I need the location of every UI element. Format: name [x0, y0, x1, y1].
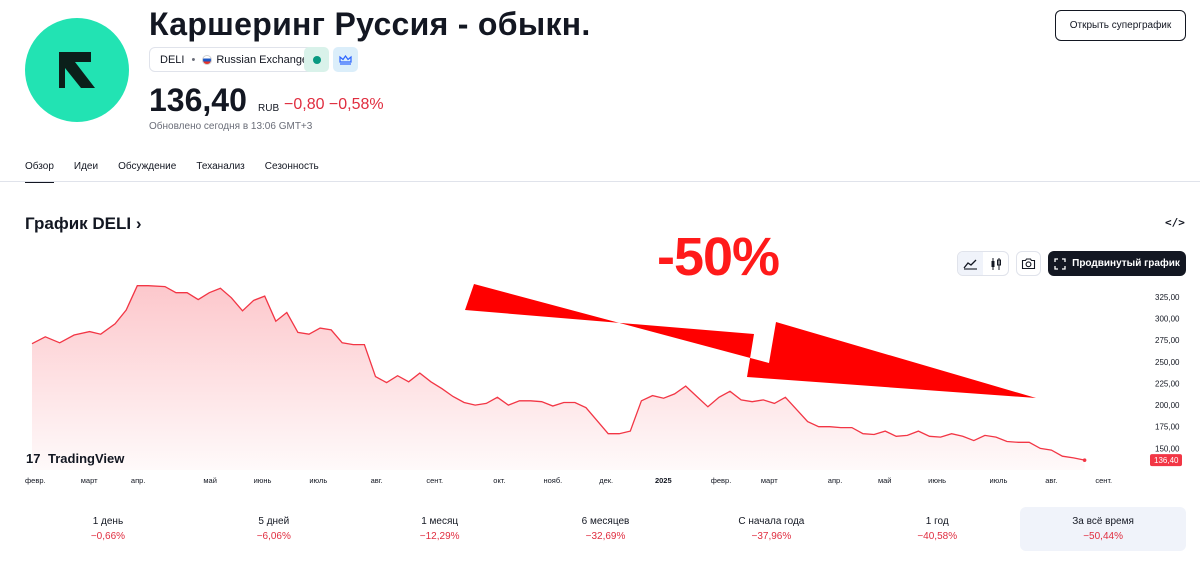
- exchange-name: Russian Exchange: [216, 53, 309, 66]
- x-tick-label: март: [81, 476, 98, 485]
- last-price-badge: [1150, 454, 1182, 467]
- price-change: −0,80 −0,58%: [284, 96, 384, 113]
- chart-title-text: График DELI: [25, 214, 132, 233]
- x-tick-label: авг.: [371, 476, 383, 485]
- crown-icon: [339, 54, 352, 65]
- separator-dot: •: [191, 53, 196, 66]
- page-title: Каршеринг Руссия - обыкн.: [149, 6, 591, 42]
- x-tick-label: май: [203, 476, 217, 485]
- x-tick-label: февр.: [25, 476, 46, 485]
- period-label: С начала года: [738, 516, 805, 527]
- x-tick-label: июнь: [928, 476, 946, 485]
- price-area-fill: [32, 285, 1085, 470]
- x-tick-label: сент.: [1095, 476, 1112, 485]
- y-tick-label: 150,00: [1155, 444, 1180, 453]
- y-tick-label: 325,00: [1155, 293, 1180, 302]
- x-tick-label: февр.: [711, 476, 732, 485]
- tab-ideas[interactable]: Идеи: [73, 161, 99, 172]
- x-tick-label: май: [878, 476, 892, 485]
- last-price-label: 136,40: [1154, 456, 1179, 465]
- period-label: За всё время: [1072, 516, 1134, 527]
- period-all[interactable]: За всё время −50,44%: [1020, 507, 1187, 551]
- y-tick-label: 200,00: [1155, 401, 1180, 410]
- period-label: 1 год: [925, 516, 949, 527]
- y-tick-label: 300,00: [1155, 315, 1180, 324]
- x-tick-label: 2025: [655, 476, 672, 485]
- annotation-text: -50%: [657, 227, 780, 287]
- tab-seasonality[interactable]: Сезонность: [264, 161, 319, 172]
- down-arrow-annotation: [465, 284, 1036, 398]
- tab-bar: Обзор Идеи Обсуждение Теханализ Сезоннос…: [25, 161, 339, 183]
- x-tick-label: апр.: [828, 476, 843, 485]
- x-tick-label: март: [761, 476, 778, 485]
- open-supergraph-button[interactable]: Открыть суперграфик: [1055, 10, 1186, 41]
- area-chart-icon: [963, 259, 977, 270]
- period-selector: 1 день −0,66% 5 дней −6,06% 1 месяц −12,29%…: [25, 507, 1187, 551]
- period-6m[interactable]: 6 месяцев −32,69%: [523, 507, 689, 551]
- camera-icon: [1021, 258, 1036, 270]
- x-tick-label: сент.: [426, 476, 443, 485]
- embed-code-icon[interactable]: </>: [1165, 216, 1185, 229]
- x-tick-label: нояб.: [543, 476, 562, 485]
- price-line: [31, 285, 1085, 461]
- ticker-symbol: DELI: [160, 53, 185, 66]
- period-1m[interactable]: 1 месяц −12,29%: [357, 507, 523, 551]
- x-tick-label: июль: [989, 476, 1007, 485]
- period-change: −6,06%: [256, 531, 291, 542]
- period-change: −0,66%: [90, 531, 126, 542]
- last-price-point: [1082, 458, 1087, 462]
- period-label: 1 месяц: [421, 516, 459, 527]
- candles-icon: [991, 257, 1001, 270]
- x-tick-label: дек.: [599, 476, 613, 485]
- advanced-chart-label: Продвинутый график: [1072, 258, 1180, 269]
- russia-flag-icon: [202, 54, 213, 65]
- tab-technicals[interactable]: Теханализ: [196, 161, 245, 172]
- advanced-chart-button[interactable]: Продвинутый график: [1048, 251, 1186, 276]
- chevron-right-icon: ›: [135, 214, 142, 233]
- price-chart[interactable]: 325,00 300,00 275,00 250,00 225,00 200,00 175,…: [0, 280, 1200, 490]
- x-tick-label: авг.: [1045, 476, 1057, 485]
- tradingview-watermark: 17 TradingView: [26, 451, 125, 466]
- screenshot-button[interactable]: [1016, 251, 1041, 276]
- chart-title-link[interactable]: График DELI ›: [25, 214, 142, 234]
- tradingview-watermark-text: TradingView: [48, 451, 125, 466]
- current-price: 136,40: [149, 82, 247, 118]
- period-5d[interactable]: 5 дней −6,06%: [191, 507, 357, 551]
- y-tick-label: 225,00: [1155, 379, 1180, 388]
- crown-chip[interactable]: [333, 47, 358, 72]
- x-tick-label: апр.: [131, 476, 146, 485]
- tab-overview[interactable]: Обзор: [25, 161, 54, 183]
- market-open-dot-icon: [312, 55, 321, 64]
- fullscreen-icon: [1054, 257, 1066, 270]
- period-1d[interactable]: 1 день −0,66%: [25, 507, 191, 551]
- period-change: −40,58%: [917, 531, 958, 542]
- period-label: 1 день: [92, 516, 124, 527]
- period-change: −12,29%: [419, 531, 460, 542]
- area-chart-button[interactable]: [958, 252, 983, 275]
- tab-discussion[interactable]: Обсуждение: [118, 161, 177, 172]
- period-change: −32,69%: [585, 531, 626, 542]
- chart-type-toggle: [957, 251, 1009, 276]
- y-tick-label: 275,00: [1155, 336, 1180, 345]
- company-logo: [25, 18, 129, 122]
- period-change: −50,44%: [1083, 531, 1123, 542]
- market-status-chip[interactable]: [304, 47, 329, 72]
- ticker-chip[interactable]: DELI • Russian Exchange: [149, 47, 320, 72]
- y-tick-label: 175,00: [1155, 423, 1180, 432]
- period-change: −37,96%: [751, 531, 792, 542]
- updated-time: Обновлено сегодня в 13:06 GMT+3: [149, 121, 313, 132]
- candles-chart-button[interactable]: [983, 252, 1008, 275]
- y-tick-label: 250,00: [1155, 358, 1180, 367]
- tabs-divider: [0, 181, 1200, 182]
- tradingview-logo-icon: 17: [26, 451, 40, 466]
- period-1y[interactable]: 1 год −40,58%: [854, 507, 1020, 551]
- x-tick-label: июль: [309, 476, 327, 485]
- period-label: 5 дней: [258, 516, 290, 527]
- x-tick-label: июнь: [254, 476, 272, 485]
- x-tick-label: окт.: [493, 476, 505, 485]
- logo-mark-icon: [59, 52, 95, 88]
- period-label: 6 месяцев: [581, 516, 630, 527]
- currency-code: RUB: [258, 103, 280, 114]
- period-ytd[interactable]: С начала года −37,96%: [688, 507, 854, 551]
